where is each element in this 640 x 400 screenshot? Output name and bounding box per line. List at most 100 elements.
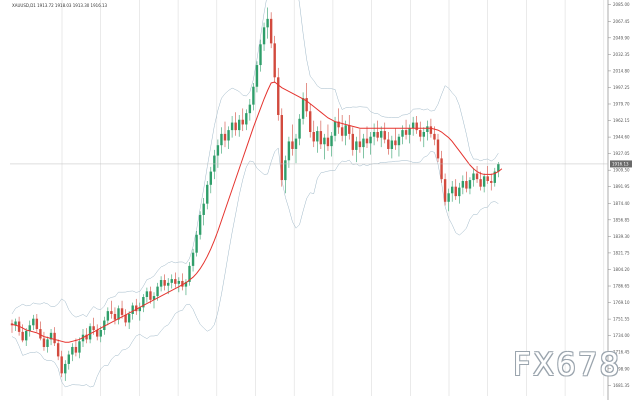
candle bbox=[53, 327, 56, 347]
candle-body bbox=[376, 132, 379, 138]
candle-body bbox=[181, 280, 184, 287]
candle bbox=[369, 132, 372, 155]
candle bbox=[216, 139, 220, 168]
y-tick-label: 1891.95 bbox=[613, 184, 630, 189]
candle bbox=[127, 311, 131, 330]
candle-body bbox=[213, 155, 216, 172]
candle bbox=[67, 350, 70, 370]
y-tick-label: 2067.45 bbox=[613, 19, 630, 24]
candle-body bbox=[42, 338, 46, 347]
candle-body bbox=[277, 77, 280, 116]
y-tick-label: 1997.25 bbox=[613, 85, 630, 90]
candle-body bbox=[110, 311, 113, 314]
y-tick-label: 1786.65 bbox=[613, 284, 630, 289]
y-tick-label: 1698.90 bbox=[613, 366, 630, 371]
candle-body bbox=[493, 171, 496, 183]
candle bbox=[238, 115, 241, 137]
candle bbox=[426, 120, 429, 141]
candle-body bbox=[394, 140, 397, 146]
candle bbox=[46, 336, 49, 353]
y-tick-label: 1856.85 bbox=[613, 217, 630, 222]
candle-body bbox=[206, 184, 209, 204]
candle-body bbox=[103, 320, 106, 330]
candle-body bbox=[475, 173, 479, 180]
candle bbox=[252, 82, 255, 111]
candle bbox=[475, 165, 479, 183]
y-tick-label: 1769.10 bbox=[613, 300, 630, 305]
candle bbox=[78, 337, 81, 359]
candle bbox=[362, 133, 365, 159]
upper-band-line bbox=[11, 0, 499, 318]
candle bbox=[142, 294, 145, 313]
candle bbox=[326, 124, 330, 151]
candle-body bbox=[319, 131, 323, 145]
moving-average-line bbox=[11, 81, 503, 343]
ohlc-readout: XAUUSD,D1 1913.72 1918.03 1913.30 1916.1… bbox=[12, 3, 108, 8]
candle bbox=[110, 300, 113, 319]
candle-body bbox=[419, 130, 422, 137]
candle bbox=[32, 314, 35, 330]
candle-body bbox=[167, 282, 170, 286]
candle bbox=[21, 324, 24, 343]
candle-body bbox=[482, 176, 486, 187]
candle-body bbox=[113, 313, 117, 320]
candle-body bbox=[284, 160, 287, 181]
candle-body bbox=[408, 128, 411, 135]
candle-body bbox=[294, 138, 298, 149]
y-tick-label: 2032.35 bbox=[613, 52, 630, 57]
candle-body bbox=[170, 279, 173, 283]
candle-body bbox=[138, 307, 141, 312]
candle-body bbox=[291, 141, 294, 149]
y-tick-label: 2014.80 bbox=[613, 68, 630, 73]
candle bbox=[113, 307, 117, 325]
candle bbox=[440, 150, 443, 183]
candle bbox=[245, 109, 248, 131]
candle bbox=[358, 129, 362, 153]
candle-body bbox=[252, 86, 255, 105]
candle bbox=[188, 262, 191, 286]
candle-body bbox=[461, 181, 465, 188]
y-tick-label: 1804.20 bbox=[613, 267, 630, 272]
candle-body bbox=[96, 330, 99, 337]
candle bbox=[135, 298, 138, 315]
candle bbox=[248, 99, 252, 121]
candle-body bbox=[380, 131, 383, 138]
candle-body bbox=[245, 113, 248, 125]
y-tick-label: 1821.75 bbox=[613, 250, 630, 255]
y-tick-label: 1927.05 bbox=[613, 151, 630, 156]
candle-body bbox=[142, 297, 145, 308]
candle-body bbox=[262, 27, 266, 45]
candle-body bbox=[32, 318, 35, 326]
candle bbox=[284, 155, 287, 194]
candle bbox=[333, 116, 337, 142]
candle-body bbox=[362, 138, 365, 148]
candle-body bbox=[390, 140, 394, 149]
candle-body bbox=[92, 326, 95, 330]
candle bbox=[28, 320, 31, 337]
candle-body bbox=[28, 325, 31, 331]
candle bbox=[419, 121, 422, 142]
candle bbox=[493, 167, 496, 187]
candle-body bbox=[21, 331, 24, 341]
candle bbox=[174, 272, 177, 288]
candle bbox=[220, 127, 223, 154]
candle-body bbox=[202, 203, 205, 215]
candle-body bbox=[305, 98, 308, 112]
candle bbox=[170, 274, 173, 289]
candle-body bbox=[135, 305, 138, 312]
candle-body bbox=[365, 138, 369, 144]
candle-body bbox=[433, 133, 436, 140]
candle bbox=[255, 61, 259, 93]
candle-body bbox=[333, 121, 337, 136]
candle-body bbox=[458, 187, 461, 197]
candle bbox=[259, 39, 262, 72]
y-tick-label: 1681.35 bbox=[613, 383, 630, 388]
candle bbox=[298, 114, 301, 146]
candle bbox=[316, 126, 319, 153]
candle bbox=[458, 182, 461, 204]
candle-body bbox=[401, 130, 404, 137]
y-tick-label: 1839.30 bbox=[613, 234, 630, 239]
candle-body bbox=[490, 181, 493, 183]
